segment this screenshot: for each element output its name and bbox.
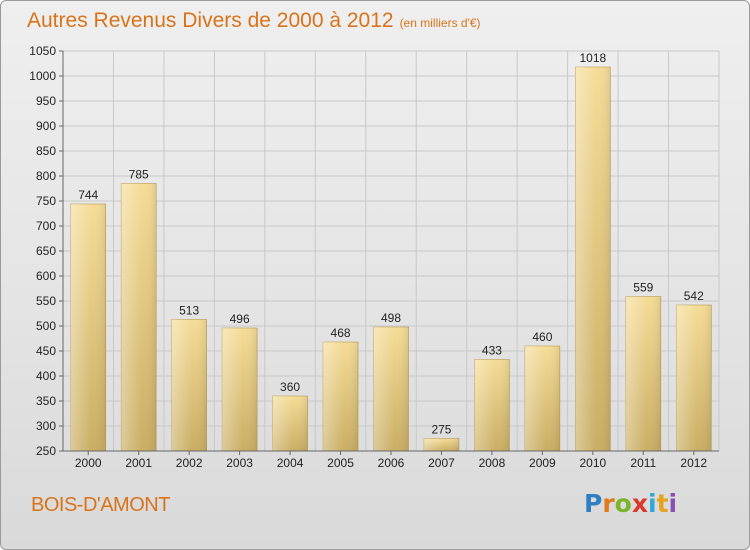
y-tick-label: 850 [36,144,56,158]
bar-shine [323,342,359,451]
bar-shine [171,319,207,451]
y-tick-label: 1000 [29,69,56,83]
bar-value-label: 542 [684,289,704,303]
bar-shine [676,305,712,451]
y-tick-label: 550 [36,294,56,308]
y-tick-label: 950 [36,94,56,108]
bar-shine [625,296,661,451]
y-tick-label: 700 [36,219,56,233]
logo-letter: i [668,489,678,518]
bar-value-label: 498 [381,311,401,325]
bar-shine [222,328,258,451]
bar-shine [121,183,157,451]
bar-shine [423,438,459,451]
y-tick-label: 400 [36,369,56,383]
y-tick-label: 450 [36,344,56,358]
bar-value-label: 460 [532,330,552,344]
bar-shine [70,204,106,451]
bars [70,66,712,452]
y-tick-label: 650 [36,244,56,258]
x-tick-label: 2000 [75,456,102,470]
logo-letter: r [602,489,615,518]
bar-shine [373,327,409,451]
bar-value-label: 559 [633,281,653,295]
logo-letter: t [656,489,669,518]
proxiti-logo: Proxiti [584,489,677,518]
axes: 250 300 350 400 450 500 550 600 650 700 750 800 850 9… [29,44,719,470]
bar-shine [524,346,560,451]
x-tick-label: 2006 [378,456,405,470]
x-tick-label: 2007 [428,456,455,470]
x-tick-label: 2002 [176,456,203,470]
bar-value-label: 785 [129,168,149,182]
bar-value-label: 513 [179,304,199,318]
y-tick-label: 350 [36,394,56,408]
bar-shine [474,359,510,451]
x-tick-label: 2001 [125,456,152,470]
bar-value-label: 468 [331,326,351,340]
y-tick-label: 600 [36,269,56,283]
bar-value-label: 433 [482,344,502,358]
chart-title: Autres Revenus Divers de 2000 à 2012 (en … [27,9,481,33]
y-tick-label: 500 [36,319,56,333]
y-tick-label: 900 [36,119,56,133]
y-tick-label: 250 [36,444,56,458]
x-tick-label: 2005 [327,456,354,470]
y-tick-label: 300 [36,419,56,433]
logo-letter: o [614,489,632,518]
x-tick-label: 2009 [529,456,556,470]
logo-letter: x [631,489,648,518]
bar-value-label: 496 [230,312,250,326]
bar-value-label: 744 [78,188,98,202]
y-tick-label: 800 [36,169,56,183]
bar-value-label: 360 [280,380,300,394]
logo-letter: P [584,489,603,518]
title-text: Autres Revenus Divers de 2000 à 2012 [27,9,394,32]
x-tick-label: 2010 [579,456,606,470]
bar-value-label: 275 [431,423,451,437]
x-tick-label: 2011 [630,456,656,470]
logo-letter: i [648,489,657,518]
x-tick-label: 2004 [277,456,304,470]
bar-shine [272,396,308,451]
chart-subtitle: (en milliers d'€) [399,16,481,30]
y-tick-label: 1050 [29,44,56,58]
bar-shine [575,67,611,451]
place-name: BOIS-D'AMONT [31,494,170,516]
x-tick-label: 2008 [479,456,506,470]
x-tick-label: 2003 [226,456,253,470]
x-tick-label: 2012 [680,456,707,470]
y-tick-label: 750 [36,194,56,208]
bar-value-label: 1018 [579,51,606,65]
value-labels: 744 785 513 496 360 468 498 275 433 460 1018 559 542 [78,51,704,437]
